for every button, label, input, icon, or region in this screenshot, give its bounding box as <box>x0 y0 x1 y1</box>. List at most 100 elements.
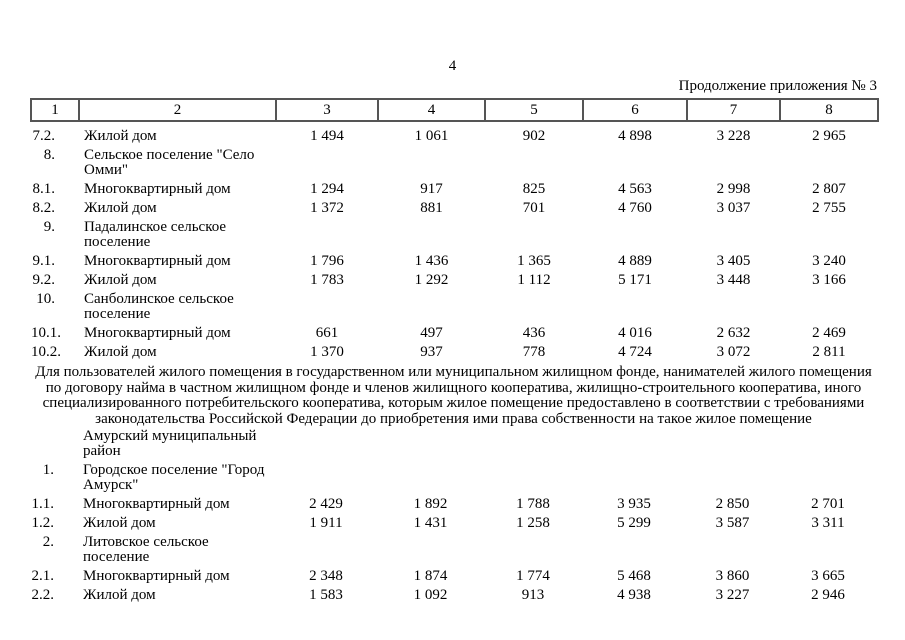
row-label: Городское поселение "Город Амурск" <box>83 462 265 493</box>
table-row: 1.1. Многоквартирный дом 2 429 1 892 1 788 3 … <box>30 495 877 514</box>
table-row: 8.2. Жилой дом 1 372 881 701 4 760 3 037 2 755 <box>31 199 878 218</box>
row-value: 2 701 <box>811 496 845 512</box>
section-note: Для пользователей жилого помещения в гос… <box>35 364 872 427</box>
row-number: 8.2. <box>32 200 56 216</box>
table-row: 1. Городское поселение "Город Амурск" <box>30 461 877 495</box>
row-value: 2 946 <box>811 587 845 603</box>
column-number-header: 6 <box>582 98 688 122</box>
row-value <box>780 146 878 180</box>
column-number-header: 7 <box>686 98 781 122</box>
row-number: 9.1. <box>32 253 56 269</box>
row-value: 3 072 <box>716 344 751 360</box>
row-value <box>484 461 582 495</box>
row-value: 1 796 <box>310 253 344 269</box>
row-number: 10. <box>36 291 55 307</box>
row-value <box>485 218 583 252</box>
row-value: 2 632 <box>716 325 751 341</box>
row-value <box>686 461 779 495</box>
table-row: 7.2. Жилой дом 1 494 1 061 902 4 898 3 228 2 96… <box>31 121 878 146</box>
table-row: 2.2. Жилой дом 1 583 1 092 913 4 938 3 227 2 94… <box>30 586 877 605</box>
row-value <box>687 146 780 180</box>
row-label: Сельское поселение "Село Омми" <box>84 147 255 178</box>
row-value: 436 <box>522 325 546 341</box>
tariff-table-upper: 1 2 3 4 5 6 7 8 7.2. Жилой дом 1 494 1 061 9… <box>30 98 879 362</box>
table-row: 10.1. Многоквартирный дом 661 497 436 4 016 2 … <box>31 324 878 343</box>
column-number-header: 1 <box>30 98 80 122</box>
table-row: 2. Литовское сельское поселение <box>30 533 877 567</box>
row-value: 913 <box>521 587 545 603</box>
row-number: 2.1. <box>31 568 55 584</box>
row-value <box>583 218 687 252</box>
row-value <box>484 427 582 461</box>
row-value <box>275 533 377 567</box>
row-value <box>687 218 780 252</box>
row-value <box>275 427 377 461</box>
row-label: Жилой дом <box>84 128 157 144</box>
row-value <box>686 427 779 461</box>
row-value: 1 494 <box>310 128 344 144</box>
row-value <box>276 146 378 180</box>
row-number: 1.2. <box>31 515 55 531</box>
row-value: 2 807 <box>812 181 846 197</box>
table-row: 2.1. Многоквартирный дом 2 348 1 874 1 774 5 … <box>30 567 877 586</box>
row-number: 10.1. <box>31 325 61 341</box>
page-number: 4 <box>448 58 457 74</box>
row-value: 3 240 <box>812 253 846 269</box>
row-label: Падалинское сельское поселение <box>84 219 227 250</box>
row-value: 1 061 <box>414 128 449 144</box>
row-value: 4 016 <box>618 325 652 341</box>
row-value: 825 <box>522 181 546 197</box>
row-value: 4 724 <box>618 344 652 360</box>
row-value: 1 294 <box>310 181 344 197</box>
row-value: 1 372 <box>310 200 344 216</box>
row-value <box>485 146 583 180</box>
tariff-table-lower: Амурский муниципальный район 1. Городское … <box>30 427 877 605</box>
row-value: 497 <box>420 325 443 341</box>
row-number: 8. <box>43 147 55 163</box>
row-value: 4 898 <box>618 128 652 144</box>
table-row: Амурский муниципальный район <box>30 427 877 461</box>
column-number-header-row: 1 2 3 4 5 6 7 8 <box>30 98 879 122</box>
row-value: 2 850 <box>715 496 750 512</box>
row-number: 9.2. <box>32 272 56 288</box>
row-value: 1 436 <box>414 253 449 269</box>
row-value: 1 370 <box>310 344 344 360</box>
row-value: 3 311 <box>811 515 845 531</box>
row-value: 2 755 <box>812 200 846 216</box>
row-value <box>377 461 484 495</box>
row-value: 4 563 <box>618 181 652 197</box>
row-value: 3 166 <box>812 272 846 288</box>
row-label: Жилой дом <box>84 344 157 360</box>
row-value: 778 <box>522 344 546 360</box>
row-value: 1 258 <box>516 515 550 531</box>
row-number: 10.2. <box>31 344 61 360</box>
row-label: Многоквартирный дом <box>83 496 230 512</box>
row-label: Жилой дом <box>83 515 156 531</box>
row-value: 661 <box>315 325 339 341</box>
row-label: Многоквартирный дом <box>84 181 231 197</box>
row-value: 1 892 <box>413 496 448 512</box>
row-value <box>780 290 878 324</box>
row-value: 1 783 <box>310 272 344 288</box>
row-value <box>779 533 877 567</box>
row-value: 1 431 <box>413 515 448 531</box>
row-value: 1 365 <box>517 253 551 269</box>
row-number: 9. <box>43 219 55 235</box>
row-value: 5 468 <box>617 568 651 584</box>
row-value: 3 405 <box>716 253 751 269</box>
row-value: 3 228 <box>716 128 751 144</box>
row-value: 5 171 <box>618 272 652 288</box>
row-value: 1 583 <box>309 587 343 603</box>
row-value: 902 <box>522 128 546 144</box>
table-row: 9.1. Многоквартирный дом 1 796 1 436 1 365 4 … <box>31 252 878 271</box>
row-value: 4 889 <box>618 253 652 269</box>
row-value <box>378 146 485 180</box>
row-value: 3 665 <box>811 568 845 584</box>
table-row: 8. Сельское поселение "Село Омми" <box>31 146 878 180</box>
table-row: 9.2. Жилой дом 1 783 1 292 1 112 5 171 3 448 3 … <box>31 271 878 290</box>
row-value: 1 112 <box>517 272 551 288</box>
row-number: 1.1. <box>31 496 55 512</box>
row-value <box>276 290 378 324</box>
row-value <box>275 461 377 495</box>
row-value: 3 227 <box>715 587 750 603</box>
